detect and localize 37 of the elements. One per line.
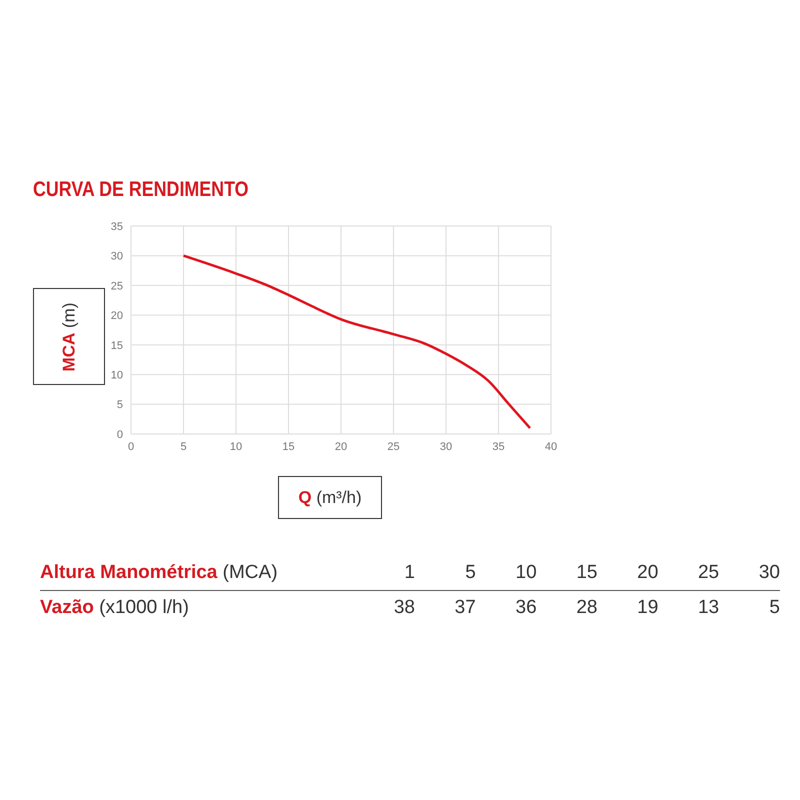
y-tick-label: 0 <box>116 428 123 441</box>
y-tick-label: 10 <box>110 369 123 382</box>
chart-title: CURVA DE RENDIMENTO <box>33 178 249 202</box>
x-tick-label: 30 <box>440 440 452 453</box>
text: 15 <box>575 562 598 584</box>
x-tick-label: 35 <box>492 440 505 453</box>
text: 37 <box>454 597 476 619</box>
text: 25 <box>696 562 720 584</box>
x-tick-label: 0 <box>128 440 134 453</box>
line-series <box>182 254 532 430</box>
y-tick-label: 15 <box>110 340 123 352</box>
y-tick-label: 5 <box>116 399 123 412</box>
text: 10 <box>514 562 537 584</box>
text: 28 <box>575 597 598 619</box>
x-tick-label: 5 <box>180 440 187 453</box>
x-tick-label: 40 <box>544 440 558 453</box>
text: 36 <box>514 597 537 619</box>
text: 1 <box>403 562 415 584</box>
x-tick-label: 10 <box>230 440 242 453</box>
text: 13 <box>696 597 720 619</box>
text: Altura Manométrica (MCA) <box>40 562 278 583</box>
text: 19 <box>636 597 658 619</box>
y-tick-label: 35 <box>110 220 123 233</box>
text: 5 <box>768 597 780 619</box>
y-tick-label: 25 <box>110 280 123 292</box>
text: 5 <box>464 562 476 584</box>
y-tick-label: 20 <box>110 310 123 322</box>
y-axis-title: MCA (m) <box>59 302 78 371</box>
x-axis-title: Q (m³/h) <box>298 488 362 506</box>
x-tick-label: 15 <box>282 440 295 453</box>
text: Vazão (x1000 l/h) <box>40 597 189 618</box>
x-tick-label: 25 <box>387 440 400 453</box>
text: 38 <box>392 597 415 619</box>
text: 20 <box>636 562 658 584</box>
text: 30 <box>758 562 780 584</box>
x-tick-label: 20 <box>334 440 348 453</box>
y-tick-label: 30 <box>110 250 123 263</box>
